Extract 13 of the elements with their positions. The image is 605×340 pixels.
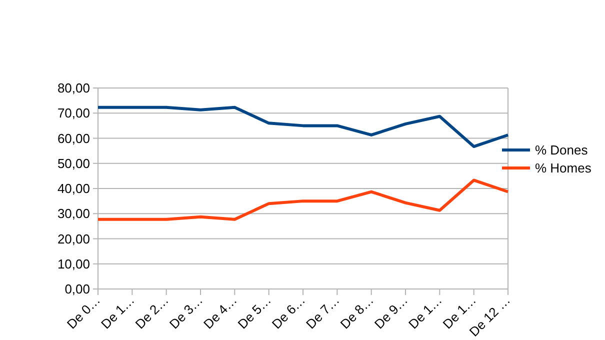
y-tick-label: 0,00	[64, 282, 90, 297]
y-tick-label: 70,00	[57, 106, 90, 121]
y-tick-label: 10,00	[57, 256, 90, 272]
line-series	[96, 106, 510, 148]
y-tick-label: 30,00	[57, 206, 90, 222]
legend-label: % Homes	[535, 160, 592, 176]
y-tick-label: 60,00	[57, 130, 90, 146]
legend-label: % Dones	[535, 142, 588, 158]
line-series	[96, 178, 510, 221]
y-tick-label: 40,00	[57, 181, 90, 196]
y-tick-label: 50,00	[57, 156, 90, 171]
y-tick-label: 20,00	[57, 231, 90, 246]
y-tick-label: 80,00	[57, 80, 90, 96]
